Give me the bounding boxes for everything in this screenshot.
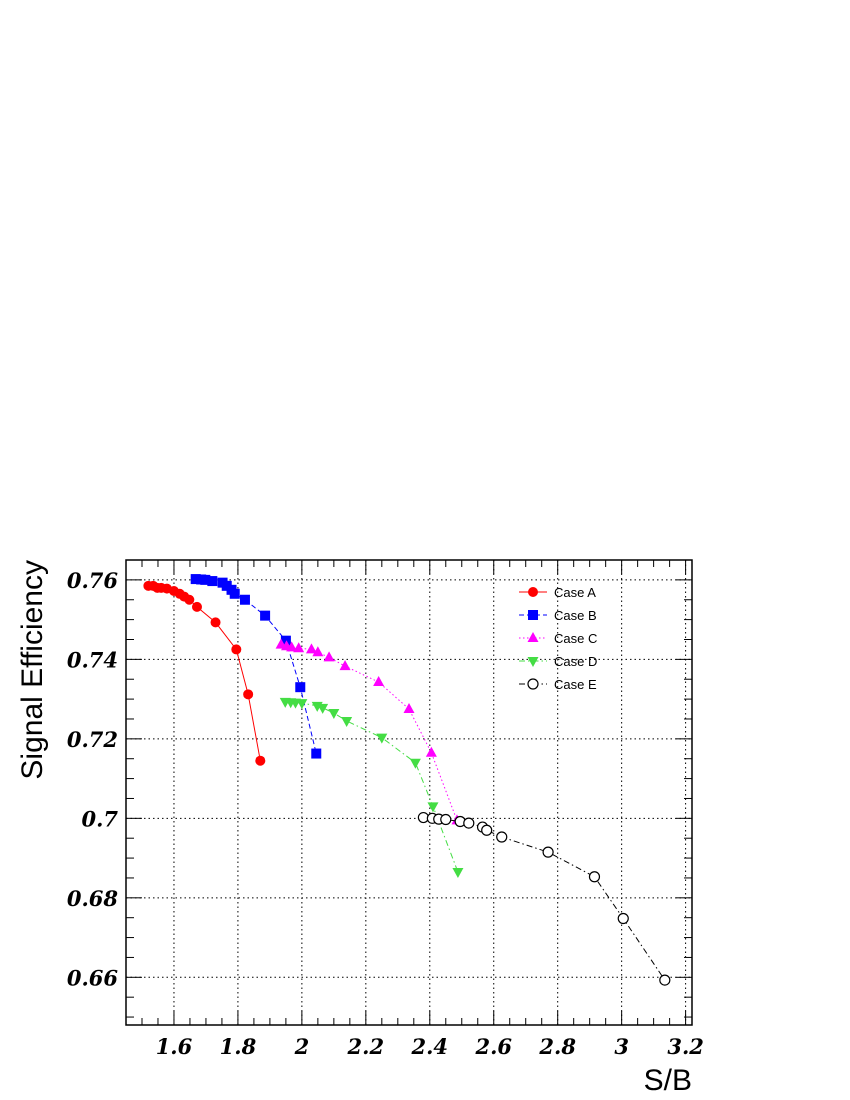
y-tick-label: 0.72 bbox=[67, 727, 118, 752]
legend-label: Case A bbox=[554, 585, 596, 600]
data-point bbox=[200, 574, 211, 585]
legend-label: Case B bbox=[554, 608, 597, 623]
data-point bbox=[191, 601, 202, 612]
data-point bbox=[373, 676, 385, 687]
data-point bbox=[440, 813, 452, 826]
x-tick-label: 3 bbox=[614, 1034, 629, 1059]
data-point bbox=[280, 635, 291, 646]
y-tick-label: 0.7 bbox=[81, 806, 118, 831]
series-case-d bbox=[279, 697, 464, 878]
y-tick-label: 0.68 bbox=[67, 886, 119, 911]
data-point bbox=[184, 594, 195, 605]
series-line bbox=[148, 585, 261, 761]
data-point bbox=[463, 817, 475, 829]
data-point bbox=[296, 699, 308, 710]
x-tick-label: 3.2 bbox=[667, 1034, 704, 1059]
plot-frame bbox=[125, 559, 693, 1026]
data-point bbox=[286, 641, 298, 652]
x-tick-label: 2.6 bbox=[474, 1034, 512, 1059]
series-line bbox=[280, 644, 458, 821]
x-tick-label: 2 bbox=[294, 1034, 310, 1059]
legend-marker bbox=[527, 632, 539, 642]
data-point bbox=[659, 974, 671, 986]
data-point bbox=[496, 831, 508, 843]
axis-ticks bbox=[126, 559, 692, 1025]
data-point bbox=[312, 646, 324, 657]
y-tick-label: 0.76 bbox=[67, 568, 119, 593]
data-point bbox=[317, 703, 329, 714]
x-tick-label: 1.6 bbox=[156, 1034, 193, 1059]
series-line bbox=[423, 817, 666, 981]
y-tick-labels: 0.66 0.68 0.7 0.72 0.74 0.76 bbox=[67, 568, 119, 990]
data-point bbox=[231, 644, 242, 655]
legend-marker bbox=[527, 657, 539, 667]
data-point bbox=[403, 703, 415, 714]
data-point bbox=[409, 758, 421, 769]
data-point bbox=[207, 576, 218, 587]
data-point bbox=[617, 912, 629, 925]
data-point bbox=[376, 733, 388, 744]
data-point bbox=[239, 594, 250, 605]
data-point bbox=[339, 660, 351, 671]
series-line bbox=[285, 701, 459, 873]
data-point bbox=[588, 871, 601, 883]
data-point bbox=[260, 610, 271, 621]
data-point bbox=[190, 574, 201, 585]
y-tick-label: 0.74 bbox=[67, 647, 118, 672]
legend-label: Case E bbox=[554, 677, 597, 692]
data-point bbox=[481, 824, 493, 836]
x-tick-label: 2.8 bbox=[538, 1034, 576, 1059]
data-point bbox=[542, 846, 554, 858]
data-point bbox=[425, 746, 437, 757]
y-axis-title: Signal Efficiency bbox=[16, 560, 49, 780]
data-point bbox=[229, 588, 240, 599]
data-point bbox=[311, 748, 322, 759]
y-tick-label: 0.66 bbox=[67, 965, 119, 990]
data-point bbox=[243, 689, 254, 700]
legend-label: Case D bbox=[554, 654, 597, 669]
grid bbox=[126, 560, 692, 1025]
series-line bbox=[195, 578, 317, 754]
data-point bbox=[328, 709, 340, 720]
data-point bbox=[427, 802, 439, 813]
data-point bbox=[293, 642, 305, 653]
x-axis-title: S/B bbox=[644, 1064, 692, 1097]
x-tick-labels: 1.6 1.8 2 2.2 2.4 2.6 2.8 3 3.2 bbox=[156, 1034, 704, 1059]
legend-label: Case C bbox=[554, 631, 597, 646]
series-case-e bbox=[417, 811, 671, 986]
x-tick-label: 1.8 bbox=[220, 1034, 257, 1059]
data-point bbox=[255, 755, 266, 766]
legend-marker bbox=[528, 610, 538, 620]
x-tick-label: 2.4 bbox=[411, 1034, 449, 1059]
data-point bbox=[210, 617, 221, 628]
legend-marker bbox=[528, 587, 538, 597]
legend: Case A Case B Case C Case D Case E bbox=[519, 585, 597, 692]
series-case-a bbox=[143, 580, 266, 766]
series-case-b bbox=[190, 574, 322, 759]
data-point bbox=[295, 682, 306, 693]
data-point bbox=[323, 651, 335, 662]
x-tick-label: 2.2 bbox=[347, 1034, 385, 1059]
data-point bbox=[341, 716, 353, 727]
series-layer bbox=[143, 574, 671, 986]
legend-marker bbox=[527, 678, 539, 690]
data-point bbox=[452, 867, 464, 878]
data-point bbox=[305, 643, 317, 654]
